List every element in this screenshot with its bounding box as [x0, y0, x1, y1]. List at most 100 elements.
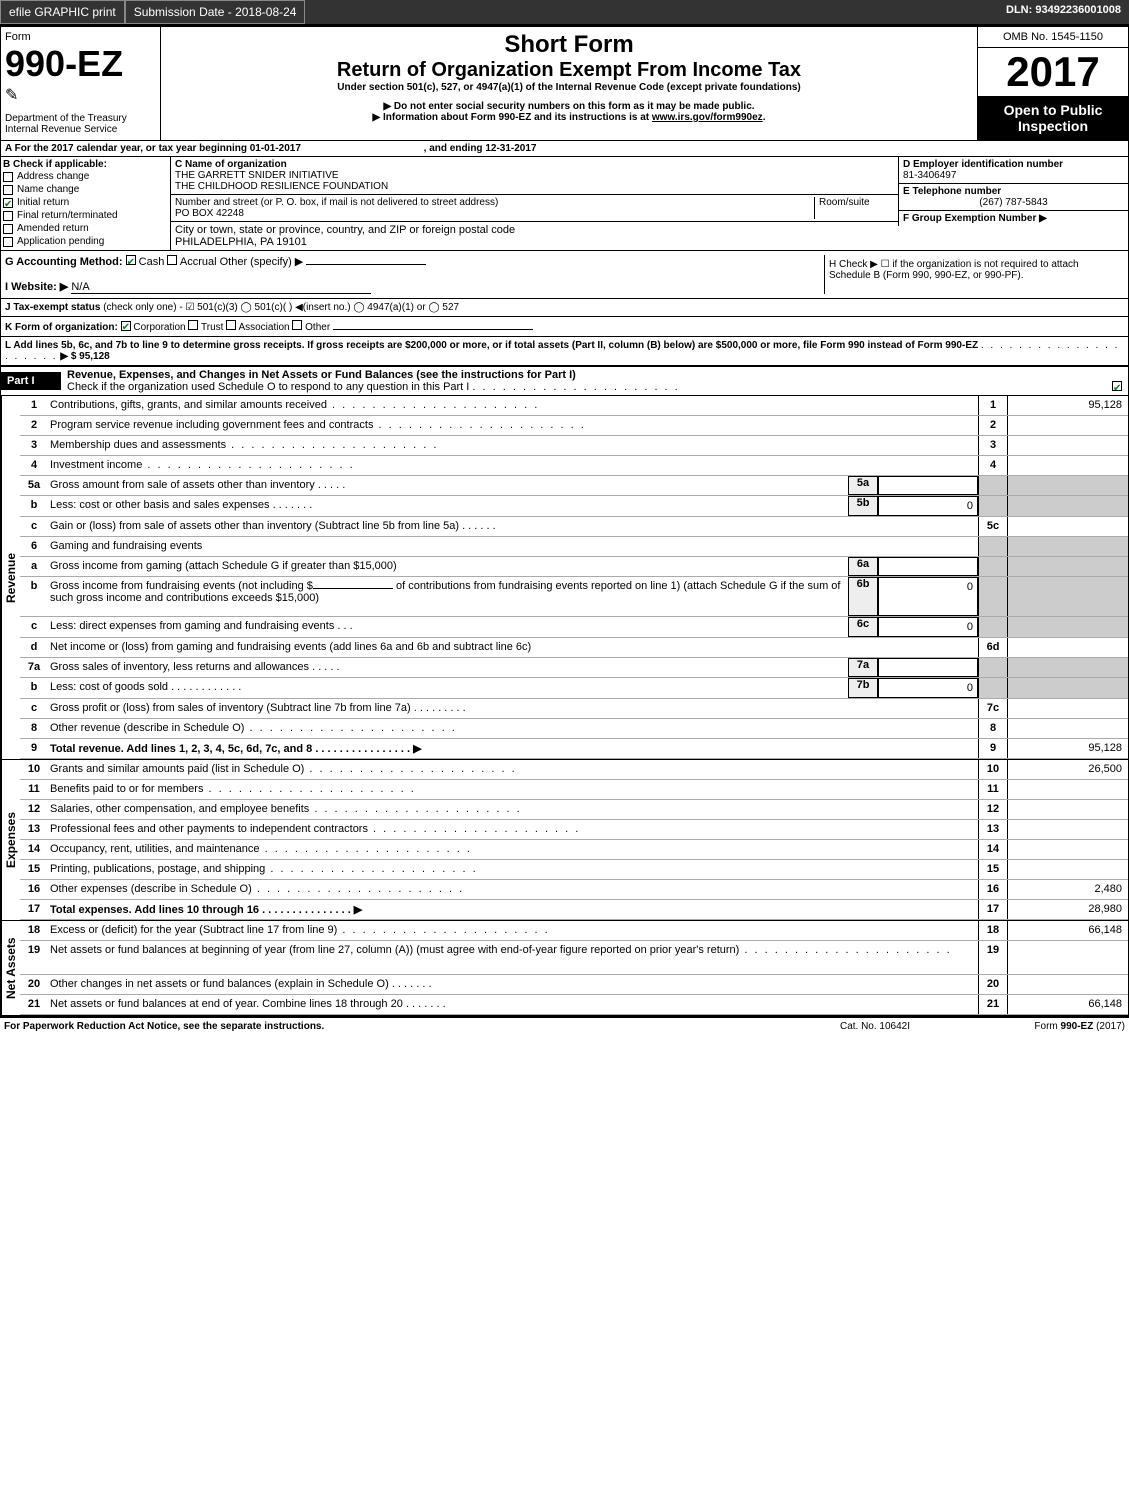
line-8-num: 8 [20, 719, 48, 738]
line-6b-subnum: 6b [848, 577, 878, 616]
line-2-endnum: 2 [978, 416, 1008, 435]
other-specify-input[interactable] [306, 264, 426, 265]
line-5b-num: b [20, 496, 48, 516]
amended-checkbox[interactable] [3, 224, 13, 234]
warning-2: ▶ Information about Form 990-EZ and its … [165, 112, 973, 123]
k-label: K Form of organization: [5, 322, 118, 333]
line-6-grayval [1008, 537, 1128, 556]
line-7a-gray [978, 658, 1008, 677]
c-name-label: C Name of organization [175, 159, 287, 170]
line-7b-gray [978, 678, 1008, 698]
line-16-num: 16 [20, 880, 48, 899]
line-5b-grayval [1008, 496, 1128, 516]
line-12-endnum: 12 [978, 800, 1008, 819]
form-header: Form 990-EZ ✎ Department of the Treasury… [0, 26, 1129, 141]
line-7b-subnum: 7b [848, 678, 878, 698]
line-4-desc: Investment income [48, 456, 978, 475]
line-6b-desc: Gross income from fundraising events (no… [48, 577, 848, 616]
line-12-desc: Salaries, other compensation, and employ… [48, 800, 978, 819]
line-14-endnum: 14 [978, 840, 1008, 859]
corp-checkbox[interactable] [121, 321, 131, 331]
d-ein-label: D Employer identification number [903, 159, 1063, 170]
line-5b-gray [978, 496, 1008, 516]
amended-label: Amended return [17, 223, 89, 234]
part1-schedule-o-checkbox[interactable] [1112, 381, 1122, 391]
line-8-desc: Other revenue (describe in Schedule O) [48, 719, 978, 738]
line-7a-subnum: 7a [848, 658, 878, 677]
street-label: Number and street (or P. O. box, if mail… [175, 197, 498, 208]
expenses-section-label: Expenses [1, 760, 20, 920]
line-6c-num: c [20, 617, 48, 637]
app-pending-checkbox[interactable] [3, 237, 13, 247]
form-number: 990-EZ [5, 43, 156, 85]
revenue-section-label: Revenue [1, 396, 20, 759]
line-20-desc: Other changes in net assets or fund bala… [48, 975, 978, 994]
line-5c-num: c [20, 517, 48, 536]
irs-link[interactable]: www.irs.gov/form990ez [652, 112, 763, 123]
initial-return-checkbox[interactable] [3, 198, 13, 208]
cash-label: Cash [139, 256, 165, 268]
address-change-checkbox[interactable] [3, 172, 13, 182]
assoc-checkbox[interactable] [226, 320, 236, 330]
line-14-desc: Occupancy, rent, utilities, and maintena… [48, 840, 978, 859]
line-6-desc: Gaming and fundraising events [48, 537, 978, 556]
short-form-title: Short Form [165, 31, 973, 59]
line-6a-subnum: 6a [848, 557, 878, 576]
line-13-endnum: 13 [978, 820, 1008, 839]
line-6a-subval [878, 557, 978, 576]
line-18-value: 66,148 [1008, 921, 1128, 940]
line-8-value [1008, 719, 1128, 738]
form-label: Form [5, 31, 156, 43]
line-1-desc: Contributions, gifts, grants, and simila… [48, 396, 978, 415]
line-7a-desc: Gross sales of inventory, less returns a… [48, 658, 848, 677]
other-org-label: Other [305, 322, 330, 333]
accrual-checkbox[interactable] [167, 255, 177, 265]
line-2-num: 2 [20, 416, 48, 435]
trust-checkbox[interactable] [188, 320, 198, 330]
line-6d-desc: Net income or (loss) from gaming and fun… [48, 638, 978, 657]
line-13-value [1008, 820, 1128, 839]
line-6c-gray [978, 617, 1008, 637]
g-label: G Accounting Method: [5, 256, 123, 268]
open-public-badge: Open to Public Inspection [978, 96, 1128, 140]
line-6d-num: d [20, 638, 48, 657]
line-4-endnum: 4 [978, 456, 1008, 475]
line-17-value: 28,980 [1008, 900, 1128, 919]
line-16-endnum: 16 [978, 880, 1008, 899]
line-11-num: 11 [20, 780, 48, 799]
toolbar: efile GRAPHIC print Submission Date - 20… [0, 0, 1129, 26]
line-6c-subval: 0 [878, 617, 978, 637]
cash-checkbox[interactable] [126, 255, 136, 265]
line-1-num: 1 [20, 396, 48, 415]
other-org-checkbox[interactable] [292, 320, 302, 330]
d-ein-value: 81-3406497 [903, 170, 956, 181]
line-2-value [1008, 416, 1128, 435]
line-8-endnum: 8 [978, 719, 1008, 738]
org-name-1: THE GARRETT SNIDER INITIATIVE [175, 170, 339, 181]
line-7b-subval: 0 [878, 678, 978, 698]
line-15-num: 15 [20, 860, 48, 879]
line-7b-grayval [1008, 678, 1128, 698]
line-3-endnum: 3 [978, 436, 1008, 455]
city-label: City or town, state or province, country… [175, 224, 515, 236]
room-suite-label: Room/suite [814, 197, 894, 219]
line-20-endnum: 20 [978, 975, 1008, 994]
line-19-endnum: 19 [978, 941, 1008, 974]
f-group-label: F Group Exemption Number ▶ [903, 213, 1047, 224]
line-3-desc: Membership dues and assessments [48, 436, 978, 455]
line-11-value [1008, 780, 1128, 799]
other-org-input[interactable] [333, 329, 533, 330]
line-21-desc: Net assets or fund balances at end of ye… [48, 995, 978, 1014]
line-1-value: 95,128 [1008, 396, 1128, 415]
line-6b-blank[interactable] [313, 588, 393, 589]
line-17-desc: Total expenses. Add lines 10 through 16 … [48, 900, 978, 919]
period-begin: A For the 2017 calendar year, or tax yea… [5, 143, 301, 154]
line-17-endnum: 17 [978, 900, 1008, 919]
line-6b-subval: 0 [878, 577, 978, 616]
line-10-desc: Grants and similar amounts paid (list in… [48, 760, 978, 779]
final-return-checkbox[interactable] [3, 211, 13, 221]
efile-print-button[interactable]: efile GRAPHIC print [0, 0, 125, 24]
line-7a-grayval [1008, 658, 1128, 677]
name-change-checkbox[interactable] [3, 185, 13, 195]
line-10-num: 10 [20, 760, 48, 779]
